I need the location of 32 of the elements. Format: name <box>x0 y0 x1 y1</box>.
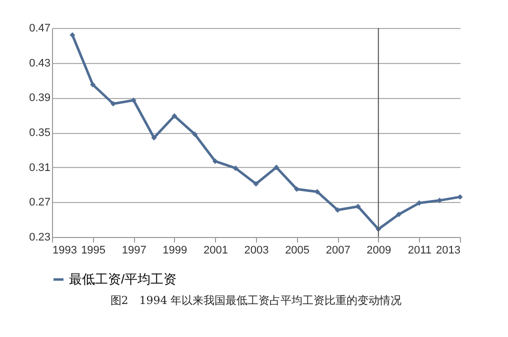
y-tick-label: 0.39 <box>29 92 50 104</box>
point <box>253 181 259 187</box>
caption: 图2 1994 年以来我国最低工资占平均工资比重的变动情况 <box>110 294 402 307</box>
point <box>212 158 218 164</box>
y-tick-label: 0.23 <box>29 232 50 244</box>
point <box>274 164 280 170</box>
y-tick-label: 0.35 <box>29 127 50 139</box>
y-tick-label: 0.31 <box>29 162 50 174</box>
point <box>396 212 402 218</box>
x-tick-label: 2003 <box>244 244 269 256</box>
x-tick-label: 2007 <box>326 244 350 256</box>
y-tick-label: 0.27 <box>29 196 50 209</box>
point <box>334 207 340 213</box>
x-tick-label: 2005 <box>285 244 310 256</box>
x-tick-label: 1993 <box>52 244 77 256</box>
x-tick-label: 1997 <box>122 244 146 256</box>
x-tick-label: 1995 <box>81 244 106 256</box>
point <box>192 132 198 137</box>
x-tick-label: 1999 <box>162 244 188 256</box>
point <box>232 165 238 171</box>
point <box>70 32 76 38</box>
x-tick-label: 2001 <box>203 244 228 256</box>
x-tick-label: 2009 <box>366 244 392 256</box>
x-tick-label: 2011 <box>408 244 432 256</box>
point <box>172 113 178 119</box>
point <box>90 82 96 88</box>
point <box>110 101 116 106</box>
y-tick-label: 0.43 <box>29 57 50 70</box>
y-tick-label: 0.47 <box>29 22 50 34</box>
legend-label: 最低工资/平均工资 <box>69 272 177 286</box>
x-tick-label: 2013 <box>436 244 460 256</box>
point <box>151 134 157 140</box>
